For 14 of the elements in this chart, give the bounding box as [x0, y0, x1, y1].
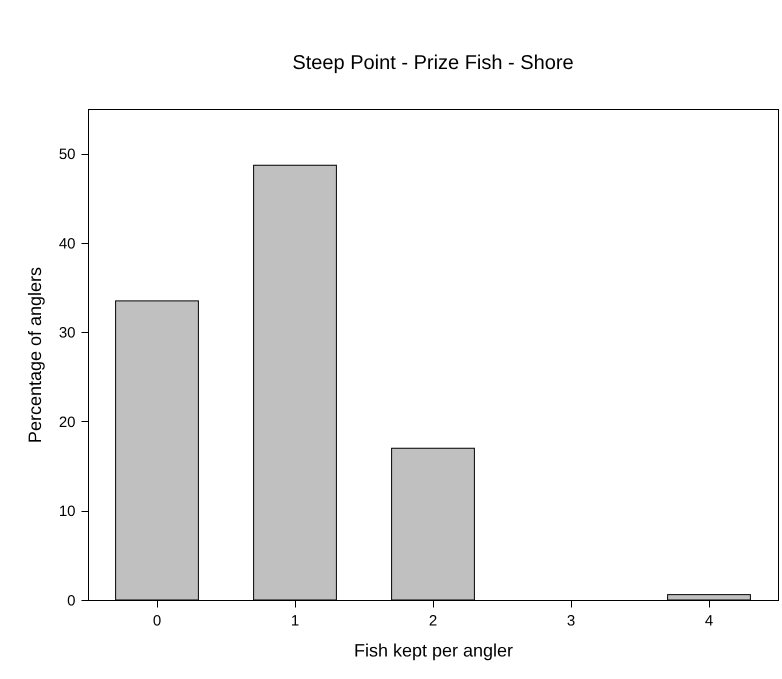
y-axis-title: Percentage of anglers: [24, 266, 45, 444]
y-tick-label: 30: [58, 324, 76, 342]
x-tick-label: 2: [428, 612, 438, 630]
x-tick-label: 4: [704, 612, 714, 630]
y-tick-label: 50: [58, 146, 76, 164]
x-tick-label: 3: [566, 612, 576, 630]
x-tick-label: 0: [152, 612, 162, 630]
y-tick-label: 40: [58, 235, 76, 252]
y-tick-label: 10: [58, 503, 76, 520]
y-tick-label: 20: [58, 414, 76, 431]
y-tick-label: 0: [67, 592, 76, 610]
x-tick-label: 1: [290, 612, 300, 630]
chart-title: Steep Point - Prize Fish - Shore: [292, 52, 574, 74]
x-axis-title: Fish kept per angler: [354, 640, 514, 660]
